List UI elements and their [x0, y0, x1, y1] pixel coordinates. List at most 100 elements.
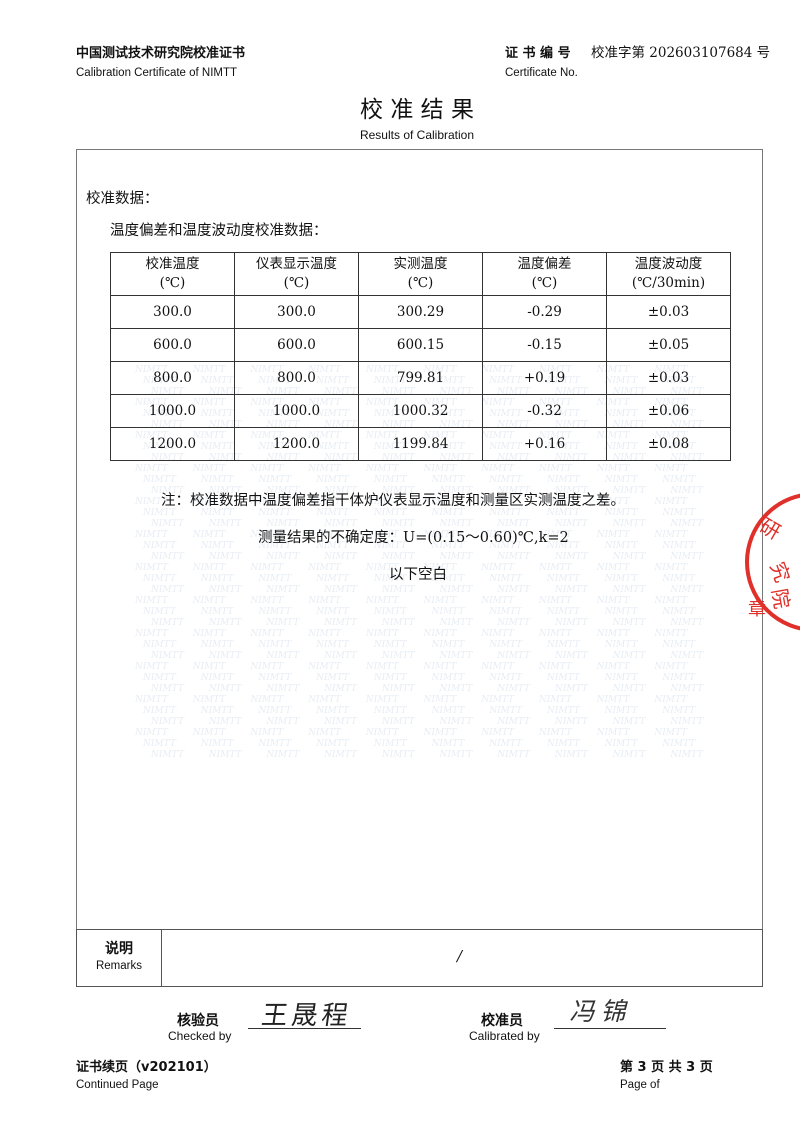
watermark-text: NIMTT	[497, 585, 531, 595]
table-cell: 600.15	[358, 328, 483, 362]
table-cell: 1199.84	[358, 427, 483, 461]
table-cell: +0.16	[482, 427, 607, 461]
watermark-text: NIMTT	[546, 739, 580, 749]
watermark-text: NIMTT	[316, 640, 349, 650]
watermark-text: NIMTT	[200, 508, 234, 518]
watermark-text: NIMTT	[365, 629, 399, 639]
watermark-text: NIMTT	[554, 717, 588, 727]
watermark-text: NIMTT	[670, 552, 704, 562]
watermark-text: NIMTT	[308, 464, 341, 474]
column-header-line: (℃)	[159, 275, 186, 291]
watermark-text: NIMTT	[135, 695, 168, 705]
footer-page-type: 证书续页（v202101）	[76, 1060, 217, 1075]
watermark-text: NIMTT	[439, 750, 473, 760]
watermark-text: NIMTT	[481, 662, 515, 672]
watermark-text: NIMTT	[200, 673, 234, 683]
svg-text:研: 研	[756, 514, 785, 545]
watermark-text: NIMTT	[200, 475, 234, 485]
watermark-text: NIMTT	[381, 750, 415, 760]
watermark-text: NIMTT	[151, 717, 184, 727]
table-cell: 1200.0	[234, 427, 359, 461]
watermark-text: NIMTT	[258, 706, 292, 716]
watermark-text: NIMTT	[258, 574, 292, 584]
table-cell: ±0.08	[606, 427, 731, 461]
watermark-text: NIMTT	[546, 574, 580, 584]
watermark-text: NIMTT	[612, 486, 646, 496]
watermark-text: NIMTT	[208, 651, 242, 661]
watermark-text: NIMTT	[538, 596, 572, 606]
watermark-text: NIMTT	[324, 618, 357, 628]
watermark-text: NIMTT	[308, 596, 341, 606]
watermark-text: NIMTT	[143, 574, 176, 584]
watermark-text: NIMTT	[654, 662, 688, 672]
watermark-text: NIMTT	[135, 563, 168, 573]
watermark-text: NIMTT	[670, 519, 704, 529]
watermark-text: NIMTT	[324, 519, 357, 529]
watermark-text: NIMTT	[612, 552, 646, 562]
watermark-text: NIMTT	[497, 651, 531, 661]
watermark-text: NIMTT	[612, 684, 646, 694]
watermark-text: NIMTT	[612, 750, 646, 760]
watermark-text: NIMTT	[662, 607, 696, 617]
watermark-text: NIMTT	[670, 486, 704, 496]
watermark-text: NIMTT	[135, 728, 168, 738]
watermark-text: NIMTT	[143, 706, 176, 716]
watermark-text: NIMTT	[365, 728, 399, 738]
calibration-table: 校准温度 (℃) 仪表显示温度 (℃) 实测温度 (℃) 温度偏差 (℃) 温度波动度 (℃/30…	[110, 252, 731, 461]
watermark-text: NIMTT	[151, 618, 184, 628]
watermark-text: NIMTT	[365, 695, 399, 705]
watermark-text: NIMTT	[596, 695, 630, 705]
watermark-text: NIMTT	[192, 629, 226, 639]
watermark-text: NIMTT	[192, 464, 226, 474]
table-cell: 300.0	[110, 295, 235, 329]
watermark-text: NIMTT	[423, 728, 457, 738]
table-cell: 1000.0	[110, 394, 235, 428]
watermark-text: NIMTT	[439, 684, 473, 694]
calibrated-by-signature: 冯锦	[567, 997, 638, 1026]
watermark-text: NIMTT	[554, 651, 588, 661]
watermark-text: NIMTT	[554, 552, 588, 562]
watermark-text: NIMTT	[662, 574, 696, 584]
watermark-text: NIMTT	[538, 695, 572, 705]
watermark-text: NIMTT	[489, 640, 523, 650]
column-header-line: (℃/30min)	[631, 275, 706, 291]
table-cell: 600.0	[110, 328, 235, 362]
column-header-line: 仪表显示温度	[256, 256, 337, 272]
column-header-line: (℃)	[283, 275, 310, 291]
watermark-text: NIMTT	[324, 717, 357, 727]
watermark-text: NIMTT	[654, 464, 688, 474]
cert-no-label: 证 书 编 号	[505, 46, 571, 61]
watermark-text: NIMTT	[208, 618, 242, 628]
watermark-text: NIMTT	[538, 662, 572, 672]
svg-text:章: 章	[748, 599, 766, 620]
watermark-text: NIMTT	[604, 640, 638, 650]
column-header: 温度偏差 (℃)	[482, 252, 607, 296]
watermark-text: NIMTT	[423, 530, 457, 540]
watermark-text: NIMTT	[431, 673, 465, 683]
watermark-text: NIMTT	[266, 717, 300, 727]
watermark-text: NIMTT	[481, 563, 515, 573]
watermark-text: NIMTT	[373, 706, 407, 716]
watermark-text: NIMTT	[143, 640, 176, 650]
watermark-text: NIMTT	[554, 585, 588, 595]
watermark-text: NIMTT	[481, 596, 515, 606]
watermark-text: NIMTT	[489, 541, 523, 551]
watermark-text: NIMTT	[258, 739, 292, 749]
watermark-text: NIMTT	[143, 739, 176, 749]
watermark-text: NIMTT	[612, 618, 646, 628]
checked-signature-line	[248, 1028, 361, 1029]
watermark-text: NIMTT	[316, 739, 349, 749]
watermark-text: NIMTT	[596, 563, 630, 573]
watermark-text: NIMTT	[250, 530, 284, 540]
watermark-text: NIMTT	[151, 651, 184, 661]
watermark-text: NIMTT	[604, 541, 638, 551]
watermark-text: NIMTT	[381, 651, 415, 661]
watermark-text: NIMTT	[250, 596, 284, 606]
watermark-text: NIMTT	[373, 541, 407, 551]
watermark-text: NIMTT	[489, 673, 523, 683]
calibrated-signature-line	[554, 1028, 666, 1029]
checked-by-signature: 王晟程	[259, 1001, 354, 1031]
watermark-text: NIMTT	[489, 607, 523, 617]
watermark-text: NIMTT	[546, 706, 580, 716]
watermark-text: NIMTT	[258, 607, 292, 617]
